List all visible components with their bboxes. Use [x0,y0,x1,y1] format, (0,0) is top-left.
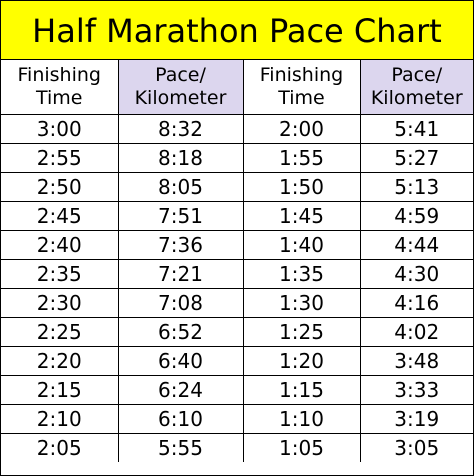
pace-cell: 5:55 [117,433,244,462]
pace-cell: 6:24 [117,375,244,405]
pace-cell: 7:36 [117,230,244,260]
table-header: Finishing Time Pace/ Kilometer Finishing… [1,60,473,115]
pace-cell: 4:59 [359,201,473,231]
pace-cell: 3:19 [359,404,473,434]
finishing-time-cell: 2:35 [1,259,119,289]
table-row: 2:55 8:18 1:55 5:27 [1,143,473,173]
pace-cell: 7:51 [117,201,244,231]
header-finishing-line2: Time [278,87,325,109]
pace-cell: 4:44 [359,230,473,260]
finishing-time-cell: 2:20 [1,346,119,376]
header-pace-line1: Pace/ [155,64,206,86]
table-row: 2:05 5:55 1:05 3:05 [1,433,473,462]
pace-cell: 7:21 [117,259,244,289]
table-row: 2:45 7:51 1:45 4:59 [1,201,473,231]
pace-table: Finishing Time Pace/ Kilometer Finishing… [1,60,473,462]
finishing-time-cell: 2:45 [1,201,119,231]
table-row: 2:15 6:24 1:15 3:33 [1,375,473,405]
table-row: 2:20 6:40 1:20 3:48 [1,346,473,376]
pace-cell: 8:32 [117,114,244,144]
finishing-time-cell: 1:40 [242,230,361,260]
finishing-time-cell: 1:30 [242,288,361,318]
finishing-time-cell: 1:50 [242,172,361,202]
finishing-time-cell: 2:00 [242,114,361,144]
pace-cell: 3:48 [359,346,473,376]
table-row: 2:40 7:36 1:40 4:44 [1,230,473,260]
pace-cell: 5:13 [359,172,473,202]
finishing-time-cell: 2:05 [1,433,119,462]
header-finishing-line2: Time [36,87,83,109]
table-row: 3:00 8:32 2:00 5:41 [1,114,473,144]
pace-cell: 4:30 [359,259,473,289]
finishing-time-cell: 1:20 [242,346,361,376]
table-row: 2:10 6:10 1:10 3:19 [1,404,473,434]
finishing-time-cell: 1:05 [242,433,361,462]
finishing-time-cell: 1:10 [242,404,361,434]
finishing-time-cell: 3:00 [1,114,119,144]
finishing-time-cell: 2:40 [1,230,119,260]
pace-cell: 4:16 [359,288,473,318]
finishing-time-cell: 2:10 [1,404,119,434]
header-finishing-time-2: Finishing Time [242,60,361,115]
table-body: 3:00 8:32 2:00 5:41 2:55 8:18 1:55 5:27 2:50 8:05… [1,114,473,462]
header-finishing-line1: Finishing [17,64,101,86]
header-pace-line2: Kilometer [134,87,227,109]
finishing-time-cell: 1:15 [242,375,361,405]
finishing-time-cell: 2:25 [1,317,119,347]
finishing-time-cell: 1:45 [242,201,361,231]
pace-cell: 6:10 [117,404,244,434]
header-pace-line2: Kilometer [370,87,463,109]
pace-cell: 6:40 [117,346,244,376]
header-finishing-line1: Finishing [259,64,344,86]
finishing-time-cell: 2:55 [1,143,119,173]
finishing-time-cell: 1:25 [242,317,361,347]
finishing-time-cell: 2:15 [1,375,119,405]
chart-title: Half Marathon Pace Chart [1,1,473,60]
pace-cell: 8:05 [117,172,244,202]
finishing-time-cell: 1:35 [242,259,361,289]
table-row: 2:25 6:52 1:25 4:02 [1,317,473,347]
header-finishing-time-1: Finishing Time [1,60,119,115]
pace-cell: 5:27 [359,143,473,173]
table-row: 2:50 8:05 1:50 5:13 [1,172,473,202]
pace-cell: 7:08 [117,288,244,318]
header-pace-per-km-2: Pace/ Kilometer [359,60,473,115]
table-row: 2:30 7:08 1:30 4:16 [1,288,473,318]
pace-cell: 3:33 [359,375,473,405]
header-row: Finishing Time Pace/ Kilometer Finishing… [1,60,473,115]
header-pace-line1: Pace/ [391,64,443,86]
finishing-time-cell: 2:30 [1,288,119,318]
pace-cell: 3:05 [359,433,473,462]
finishing-time-cell: 2:50 [1,172,119,202]
pace-cell: 6:52 [117,317,244,347]
pace-cell: 8:18 [117,143,244,173]
finishing-time-cell: 1:55 [242,143,361,173]
header-pace-per-km-1: Pace/ Kilometer [117,60,244,115]
pace-cell: 5:41 [359,114,473,144]
table-row: 2:35 7:21 1:35 4:30 [1,259,473,289]
pace-cell: 4:02 [359,317,473,347]
